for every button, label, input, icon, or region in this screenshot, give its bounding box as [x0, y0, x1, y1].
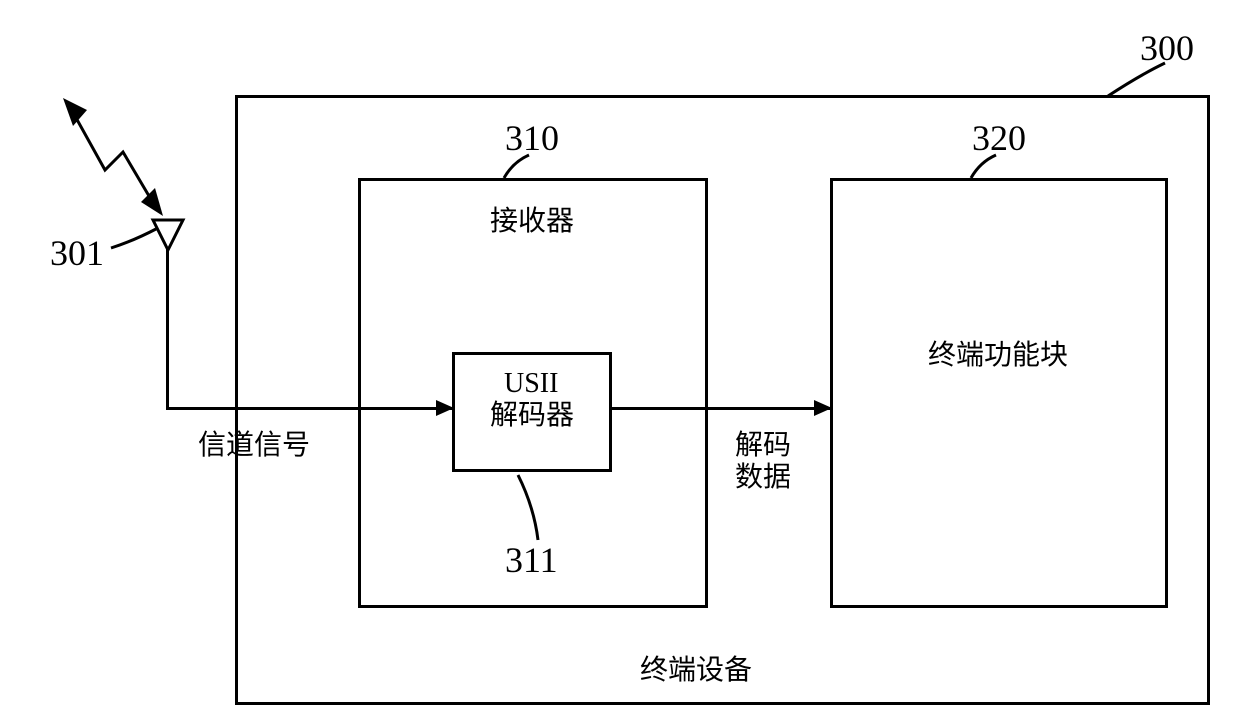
decoder-num: 311: [505, 542, 558, 578]
decoder-caption-line2: 解码器: [490, 400, 574, 432]
arrowhead-into-functional: [814, 400, 832, 416]
antenna-mast: [166, 248, 169, 408]
antenna-arrowhead-out: [63, 98, 87, 126]
antenna-leader: [108, 225, 160, 253]
functional-leader: [968, 152, 1018, 182]
decoded-data-label-line1: 解码: [735, 430, 791, 462]
functional-box: [830, 178, 1168, 608]
decoder-caption-line1: USII: [504, 368, 558, 400]
receiver-num: 310: [505, 120, 559, 156]
functional-num: 320: [972, 120, 1026, 156]
receiver-caption: 接收器: [490, 206, 574, 238]
receiver-leader: [501, 152, 551, 182]
connector-channel-to-decoder: [166, 407, 454, 410]
connector-decoder-to-functional: [612, 407, 830, 410]
decoder-leader: [512, 472, 552, 544]
channel-signal-label: 信道信号: [198, 430, 310, 462]
functional-caption: 终端功能块: [928, 340, 1068, 372]
terminal-device-caption: 终端设备: [640, 655, 752, 687]
antenna-arrowhead-in: [141, 188, 163, 216]
terminal-device-leader: [1100, 60, 1190, 100]
arrowhead-into-decoder: [436, 400, 454, 416]
decoded-data-label-line2: 数据: [735, 462, 791, 494]
diagram-canvas: 300 终端设备 310 接收器 USII 解码器 311 320 终端功能块: [0, 0, 1240, 722]
antenna-num: 301: [50, 235, 104, 271]
